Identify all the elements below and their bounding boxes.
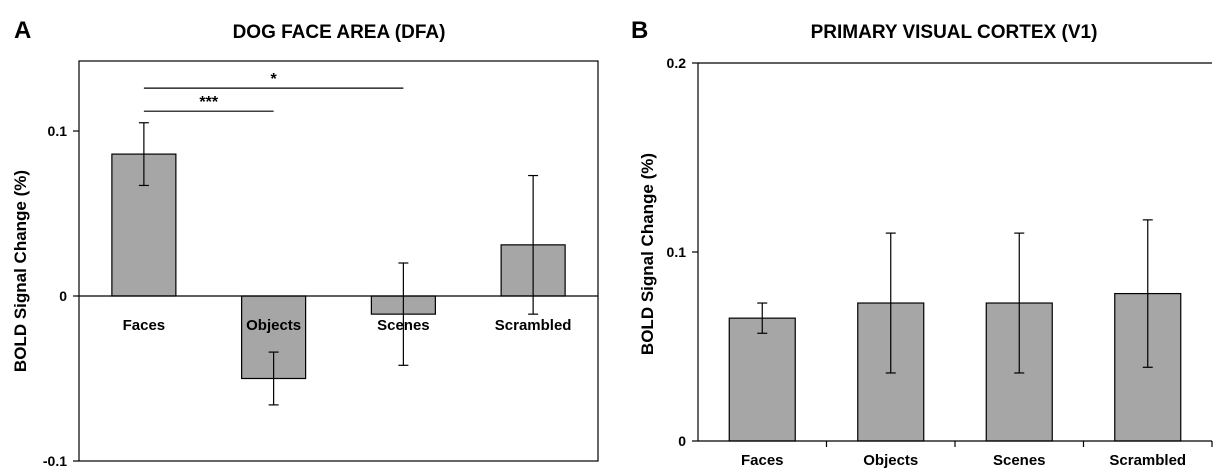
panel-b-title: PRIMARY VISUAL CORTEX (V1): [811, 22, 1098, 43]
panel-b-bar: [728, 317, 796, 442]
panel-b-category-label: Scrambled: [1109, 452, 1186, 468]
panel-b-y-tick-label: 0.2: [667, 55, 687, 71]
panel-a-letter: A: [14, 17, 31, 44]
panel-a-y-tick-label: 0.1: [48, 123, 68, 139]
panel-b-category-label: Objects: [863, 452, 918, 468]
panel-a-y-tick-label: -0.1: [43, 453, 67, 468]
panel-b-y-tick-label: 0.1: [667, 244, 687, 260]
panel-a-significance-label: *: [271, 71, 278, 88]
panel-b-y-axis-label: BOLD Signal Change (%): [638, 153, 657, 355]
panel-b-letter: B: [631, 17, 648, 44]
panel-a-category-label: Scenes: [377, 317, 430, 334]
panel-a-plot-frame: [78, 60, 599, 462]
panel-b-category-label: Faces: [741, 452, 784, 468]
panel-a-title: DOG FACE AREA (DFA): [233, 22, 446, 43]
panel-a-y-tick-label: 0: [59, 288, 67, 304]
panel-a-significance-label: ***: [199, 94, 218, 111]
panel-a-category-label: Scrambled: [495, 317, 572, 334]
panel-b: B PRIMARY VISUAL CORTEX (V1) BOLD Signal…: [631, 17, 1213, 468]
panel-b-category-label: Scenes: [993, 452, 1046, 468]
panel-b-y-tick-label: 0: [678, 433, 686, 449]
panel-a-category-label: Objects: [246, 317, 301, 334]
panel-a: A DOG FACE AREA (DFA) BOLD Signal Change…: [11, 17, 599, 468]
panel-a-y-axis-label: BOLD Signal Change (%): [11, 170, 30, 372]
panel-a-category-label: Faces: [123, 317, 166, 334]
